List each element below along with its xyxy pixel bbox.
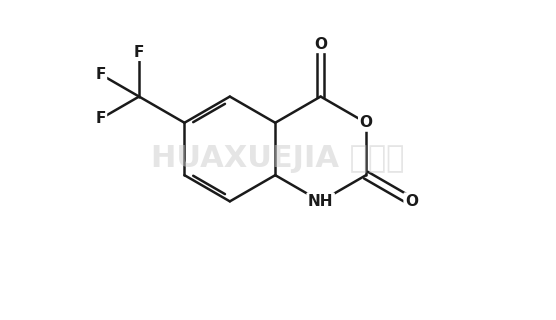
- Text: HUAXUEJIA 化学加: HUAXUEJIA 化学加: [151, 144, 405, 173]
- Text: NH: NH: [308, 194, 334, 209]
- Text: O: O: [405, 194, 418, 209]
- Text: O: O: [360, 115, 373, 130]
- Text: F: F: [95, 111, 106, 126]
- Text: F: F: [134, 44, 144, 60]
- Text: F: F: [95, 67, 106, 82]
- Text: O: O: [314, 37, 327, 52]
